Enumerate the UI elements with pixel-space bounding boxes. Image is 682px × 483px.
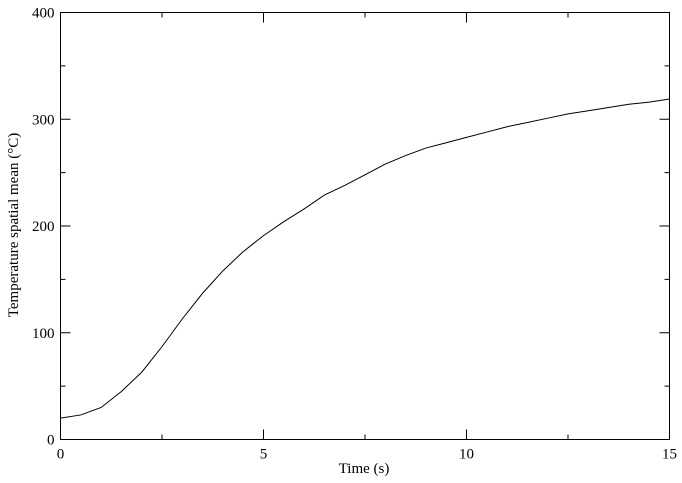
x-tick-label: 15 [662, 447, 677, 463]
y-tick-label: 400 [32, 6, 55, 22]
y-axis-label: Temperature spatial mean (°C) [6, 133, 22, 317]
x-tick-label: 0 [57, 447, 65, 463]
y-tick-label: 100 [32, 326, 55, 342]
x-tick-label: 5 [260, 447, 268, 463]
y-tick-label: 300 [32, 112, 55, 128]
plot-frame [60, 12, 670, 440]
x-axis-label: Time (s) [339, 461, 390, 477]
y-tick-label: 200 [32, 219, 55, 235]
data-line [60, 98, 670, 419]
x-tick-label: 10 [459, 447, 474, 463]
y-tick-label: 0 [47, 433, 55, 449]
